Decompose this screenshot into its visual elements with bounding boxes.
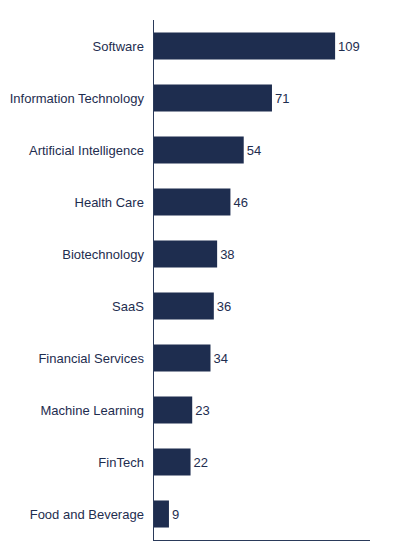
svg-text:Information Technology: Information Technology — [10, 91, 145, 106]
svg-text:23: 23 — [195, 403, 209, 418]
svg-text:109: 109 — [338, 39, 360, 54]
svg-text:Biotechnology: Biotechnology — [62, 247, 144, 262]
svg-text:9: 9 — [172, 507, 179, 522]
svg-text:36: 36 — [217, 299, 231, 314]
svg-text:34: 34 — [213, 351, 227, 366]
svg-text:22: 22 — [194, 455, 208, 470]
svg-text:Machine Learning: Machine Learning — [41, 403, 144, 418]
svg-text:46: 46 — [233, 195, 247, 210]
svg-text:Software: Software — [93, 39, 144, 54]
svg-text:Health Care: Health Care — [75, 195, 144, 210]
svg-text:54: 54 — [247, 143, 261, 158]
svg-text:Financial Services: Financial Services — [38, 351, 144, 366]
svg-text:SaaS: SaaS — [112, 299, 144, 314]
svg-text:FinTech: FinTech — [98, 455, 144, 470]
svg-text:38: 38 — [220, 247, 234, 262]
svg-text:Food and Beverage: Food and Beverage — [30, 507, 144, 522]
svg-text:71: 71 — [275, 91, 289, 106]
svg-text:Artificial Intelligence: Artificial Intelligence — [29, 143, 144, 158]
